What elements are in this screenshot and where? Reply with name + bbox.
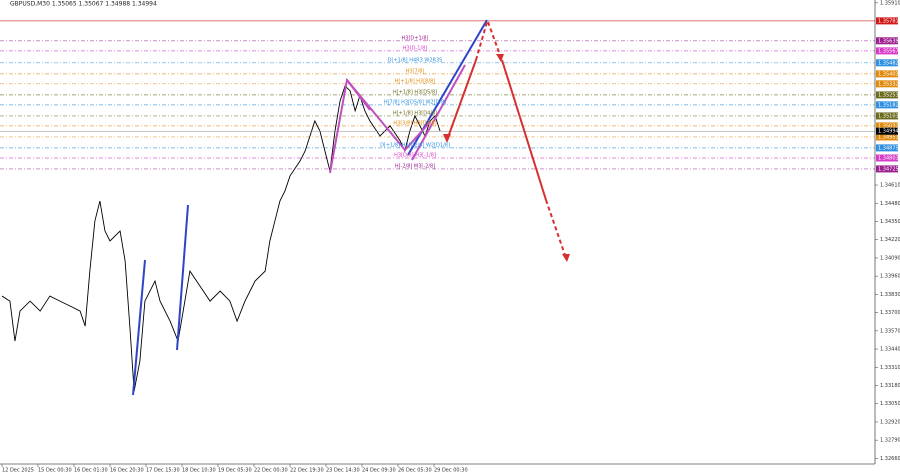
y-tick-label: 1.34220 — [880, 237, 900, 243]
y-tick-label: 1.32790 — [880, 438, 900, 444]
forecast-arrow — [487, 21, 501, 56]
y-tick-label: 1.33700 — [880, 310, 900, 316]
level-price-box — [876, 17, 898, 25]
level-price-box — [876, 122, 898, 130]
x-tick-label: 18 Dec 10:30 — [182, 468, 216, 474]
level-price: 1.35253 — [878, 92, 899, 98]
level-label: H3[D+1/8] — [402, 35, 429, 41]
level-price: 1.34803 — [878, 155, 899, 161]
y-tick-label: 1.33440 — [880, 347, 900, 353]
level-label: H3[D-1/8] — [403, 45, 428, 51]
forecast-arrow — [446, 59, 477, 141]
level-label: H3[D/8] H3[-1/8] — [394, 152, 436, 158]
y-tick-label: 1.35910 — [880, 0, 900, 6]
x-tick-label: 24 Dec 09:30 — [362, 468, 396, 474]
level-label: H[+1/8] H3[D5/8] — [393, 89, 437, 95]
y-tick-label: 1.33960 — [880, 274, 900, 280]
level-price-box — [876, 133, 898, 141]
pattern-line — [346, 79, 371, 111]
y-tick-label: 1.33570 — [880, 328, 900, 334]
x-tick-label: 15 Dec 00:30 — [38, 468, 72, 474]
y-tick-label: 1.34090 — [880, 255, 900, 261]
pattern-line — [329, 77, 431, 174]
x-tick-label: 16 Dec 01:30 — [74, 468, 108, 474]
y-tick-label: 1.33310 — [880, 365, 900, 371]
x-tick-label: 26 Dec 05:30 — [398, 468, 432, 474]
level-price: 1.35403 — [878, 71, 899, 77]
level-price-box — [876, 47, 898, 55]
y-tick-label: 1.32660 — [880, 456, 900, 462]
level-label: H[+1/8] H3[8/8] — [395, 78, 435, 84]
y-tick-label: 1.34610 — [880, 183, 900, 189]
arrow-head — [496, 54, 504, 62]
y-tick-label: 1.32920 — [880, 419, 900, 425]
level-price: 1.35781 — [878, 18, 899, 24]
forecast-arrow — [545, 199, 567, 259]
forecast-arrow — [501, 59, 547, 201]
level-price: 1.35032 — [878, 123, 899, 129]
level-price-box — [876, 91, 898, 99]
x-tick-label: 22 Dec 00:30 — [254, 468, 288, 474]
level-price: 1.34953 — [878, 134, 899, 140]
arrow-head — [562, 254, 570, 262]
x-tick-label: 17 Dec 15:30 — [146, 468, 180, 474]
level-price: 1.35103 — [878, 113, 899, 119]
x-tick-label: 29 Dec 00:30 — [434, 468, 468, 474]
level-price: 1.35182 — [878, 102, 899, 108]
current-price-box — [876, 127, 898, 135]
level-label: H[7/8] H3[D5/8] W2[D/8] — [384, 99, 446, 105]
x-tick-label: 16 Dec 20:30 — [110, 468, 144, 474]
y-tick-label: 1.33830 — [880, 292, 900, 298]
level-price-box — [876, 37, 898, 45]
annotations — [132, 19, 570, 396]
level-label: D[+1/8] H3[D2/8] W2[D1/8] — [380, 142, 450, 148]
x-tick-label: 23 Dec 14:30 — [326, 468, 360, 474]
level-price-box — [876, 165, 898, 173]
level-price: 1.35639 — [878, 38, 899, 44]
x-tick-label: 19 Dec 05:30 — [218, 468, 252, 474]
pattern-line — [411, 64, 466, 161]
current-price: 1.34994 — [878, 129, 899, 135]
arrow-head — [443, 134, 451, 143]
level-price-box — [876, 59, 898, 67]
level-price-box — [876, 112, 898, 120]
level-price-box — [876, 144, 898, 152]
level-price: 1.35332 — [878, 81, 899, 87]
trend-line — [132, 259, 146, 396]
level-label: D[+1/8] H4R3 W2R3S — [388, 57, 443, 63]
trend-line — [176, 204, 189, 351]
y-tick-label: 1.34480 — [880, 201, 900, 207]
level-price-box — [876, 70, 898, 78]
x-tick-label: 12 Dec 2025 — [2, 468, 34, 474]
level-label: H3[3/8] H3[D3/8] — [393, 120, 436, 126]
chart-title: GBPUSD,M30 1.35065 1.35067 1.34988 1.349… — [10, 1, 157, 8]
y-tick-label: 1.34350 — [880, 219, 900, 225]
level-label: H3[7/8] — [406, 68, 425, 74]
level-price-box — [876, 80, 898, 88]
x-tick-label: 22 Dec 19:30 — [290, 468, 324, 474]
level-price-box — [876, 101, 898, 109]
level-price: 1.35482 — [878, 60, 899, 66]
y-tick-label: 1.33180 — [880, 383, 900, 389]
y-tick-label: 1.33050 — [880, 401, 900, 407]
level-label: H[+1/8] H3[D4/8] — [393, 110, 437, 116]
level-price: 1.35567 — [878, 48, 899, 54]
level-label: H[-2/8] M3[-2/8] — [395, 163, 435, 169]
level-price-box — [876, 154, 898, 162]
level-price: 1.34725 — [878, 166, 899, 172]
price-line — [1, 85, 441, 392]
level-price: 1.34875 — [878, 145, 899, 151]
